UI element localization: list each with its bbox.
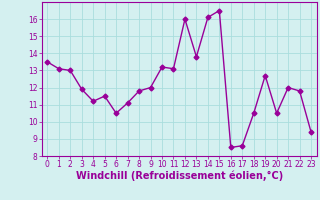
X-axis label: Windchill (Refroidissement éolien,°C): Windchill (Refroidissement éolien,°C) [76, 171, 283, 181]
